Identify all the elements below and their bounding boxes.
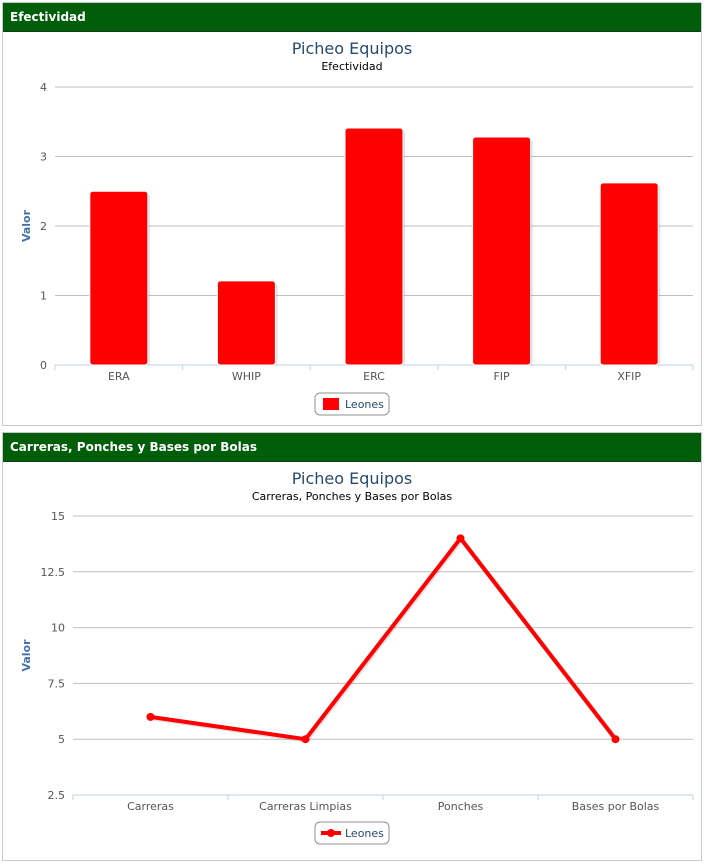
panel-header-runs-strikeouts-walks: Carreras, Ponches y Bases por Bolas xyxy=(3,433,701,462)
y-tick-label: 4 xyxy=(40,81,47,94)
data-point xyxy=(456,534,465,543)
y-tick-label: 5 xyxy=(58,733,65,746)
y-tick-label: 10 xyxy=(51,622,65,635)
runs-strikeouts-walks-panel: Carreras, Ponches y Bases por Bolas Pich… xyxy=(2,432,702,861)
y-axis-label: Valor xyxy=(20,209,33,242)
y-tick-label: 7.5 xyxy=(48,677,66,690)
runs-strikeouts-walks-line-chart: Picheo Equipos Carreras, Ponches y Bases … xyxy=(20,469,694,845)
data-point xyxy=(301,735,310,744)
y-tick-label: 3 xyxy=(40,151,47,164)
data-point xyxy=(611,735,620,744)
y-tick-label: 2 xyxy=(40,220,47,233)
legend-box xyxy=(314,821,390,845)
x-tick-label: WHIP xyxy=(232,370,261,383)
x-tick-label: ERA xyxy=(108,370,130,383)
y-tick-label: 2.5 xyxy=(48,789,66,802)
chart-title: Picheo Equipos xyxy=(292,469,413,488)
y-tick-label: 15 xyxy=(51,510,65,523)
legend-label: Leones xyxy=(345,827,384,840)
series-line xyxy=(150,536,618,742)
x-tick-label: Ponches xyxy=(438,800,484,813)
bar xyxy=(599,182,659,366)
effectiveness-panel: Efectividad Picheo Equipos Efectividad 0 1 2… xyxy=(2,2,702,426)
panel-header-effectiveness: Efectividad xyxy=(3,3,701,32)
bar xyxy=(344,127,404,366)
chart-subtitle: Efectividad xyxy=(321,60,382,73)
chart-title: Picheo Equipos xyxy=(292,39,413,58)
x-tick-label: Carreras Limpias xyxy=(259,800,352,813)
chart-subtitle: Carreras, Ponches y Bases por Bolas xyxy=(252,490,453,503)
y-tick-label: 0 xyxy=(40,359,47,372)
legend-marker xyxy=(323,398,339,410)
bar xyxy=(216,280,276,366)
bar xyxy=(472,136,532,366)
bar xyxy=(89,190,149,366)
x-tick-label: XFIP xyxy=(617,370,641,383)
data-point xyxy=(146,712,155,721)
y-tick-label: 1 xyxy=(40,290,47,303)
x-tick-label: Carreras xyxy=(127,800,174,813)
x-tick-label: ERC xyxy=(363,370,385,383)
y-tick-label: 12.5 xyxy=(41,566,66,579)
effectiveness-bar-chart: Picheo Equipos Efectividad 0 1 2 3 4 Valor ERA WH… xyxy=(20,39,694,416)
legend-marker xyxy=(327,829,335,837)
legend-label: Leones xyxy=(345,398,384,411)
x-tick-label: Bases por Bolas xyxy=(572,800,660,813)
x-tick-label: FIP xyxy=(493,370,510,383)
y-axis-label: Valor xyxy=(20,639,33,672)
